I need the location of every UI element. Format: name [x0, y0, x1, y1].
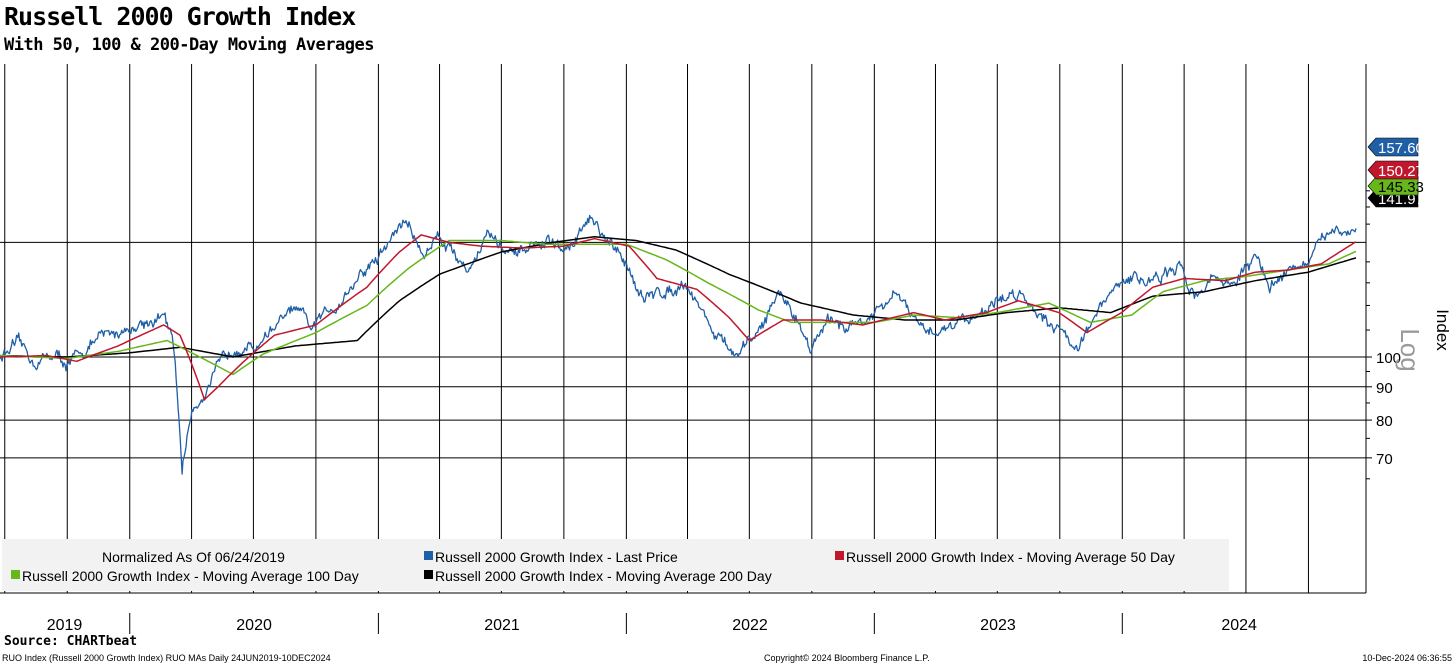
- end-label-ma50: 150.27: [1367, 160, 1424, 180]
- legend: Normalized As Of 06/24/2019 Russell 2000…: [2, 539, 1229, 591]
- legend-swatch-ma200: [424, 570, 433, 579]
- series-ma50-line: [0, 234, 1357, 401]
- legend-label-ma100: Russell 2000 Growth Index - Moving Avera…: [22, 568, 359, 584]
- x-tick-label: 2023: [980, 617, 1016, 634]
- chart: Normalized As Of 06/24/2019 Russell 2000…: [0, 64, 1452, 634]
- end-label-tag: [1367, 160, 1419, 180]
- x-tick-label: 2024: [1221, 617, 1257, 634]
- x-axis: 2019 2020 2021 2022 2023 2024: [47, 613, 1257, 634]
- normalized-note: Normalized As Of 06/24/2019: [102, 549, 285, 565]
- legend-label-ma200: Russell 2000 Growth Index - Moving Avera…: [435, 568, 772, 584]
- legend-swatch-ma100: [11, 570, 20, 579]
- x-tick-label: 2020: [236, 617, 272, 634]
- legend-label-ma50: Russell 2000 Growth Index - Moving Avera…: [846, 549, 1175, 565]
- horizontal-gridlines: [0, 241, 1366, 459]
- log-scale-label: Log: [1395, 328, 1425, 371]
- series-ma200-line: [0, 236, 1357, 358]
- y-axis: 70 80 90 100: [1366, 190, 1401, 480]
- x-tick-label: 2021: [484, 617, 520, 634]
- legend-swatch-ma50: [835, 551, 844, 560]
- y-tick-label: 70: [1376, 451, 1393, 468]
- end-label-tag: [1367, 176, 1419, 196]
- x-tick-label: 2019: [47, 617, 83, 634]
- end-label-text: 150.27: [1378, 163, 1424, 180]
- y-axis-title: Index: [1433, 309, 1452, 351]
- end-label-tag: [1367, 137, 1419, 157]
- footer-copyright: Copyright© 2024 Bloomberg Finance L.P.: [764, 653, 930, 663]
- end-label-ma100: 145.33: [1367, 176, 1424, 196]
- footer-series-info: RUO Index (Russell 2000 Growth Index) RU…: [2, 653, 331, 663]
- vertical-gridlines: [4, 64, 1309, 593]
- chart-subtitle: With 50, 100 & 200-Day Moving Averages: [4, 35, 374, 55]
- footer-timestamp: 10-Dec-2024 06:36:55: [1362, 653, 1452, 663]
- y-tick-label: 90: [1376, 380, 1393, 397]
- series-ma100-line: [0, 239, 1357, 376]
- x-tick-label: 2022: [732, 617, 768, 634]
- end-label-text: 145.33: [1378, 179, 1424, 196]
- legend-background: [2, 539, 1229, 591]
- legend-swatch-last-price: [424, 551, 433, 560]
- y-tick-label: 100: [1376, 350, 1401, 367]
- y-tick-label: 80: [1376, 413, 1393, 430]
- source-note: Source: CHARTbeat: [4, 634, 138, 649]
- legend-label-last-price: Russell 2000 Growth Index - Last Price: [435, 549, 678, 565]
- end-label-text: 157.60: [1378, 140, 1424, 157]
- end-label-last-price: 157.60: [1367, 137, 1424, 157]
- series-layer: [0, 214, 1357, 475]
- series-last-price-line: [0, 214, 1357, 475]
- chart-title: Russell 2000 Growth Index: [4, 2, 356, 31]
